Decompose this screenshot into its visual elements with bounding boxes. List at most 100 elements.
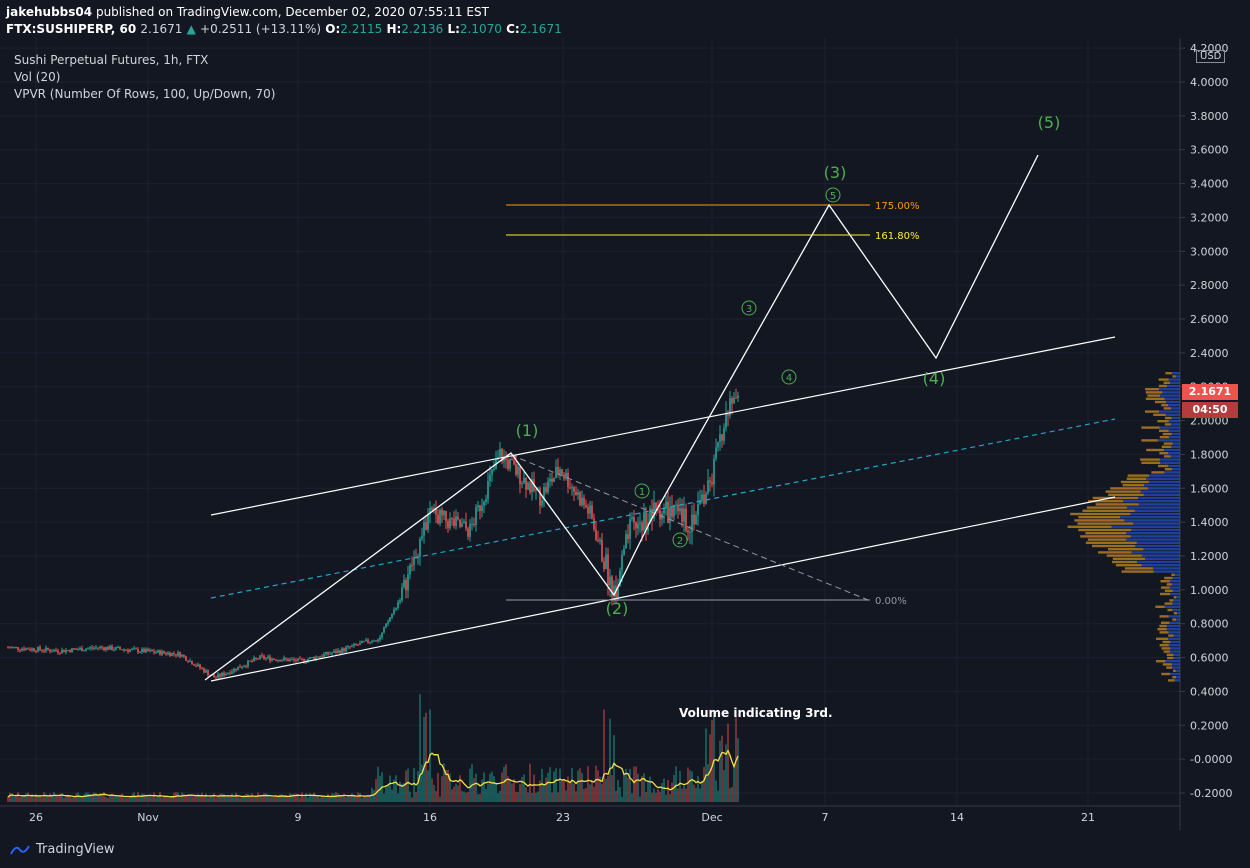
candle-body [269,656,271,661]
candle-body [341,648,343,654]
current-price-badge: 2.1671 [1182,384,1238,400]
channel-lower-line[interactable] [210,496,1116,682]
candle-body [361,640,363,643]
volume-bar [535,792,537,802]
vpvr-up-bar [1168,378,1180,381]
candle-body [485,499,487,502]
subwave-label-4: 4 [781,369,797,385]
legend-volume[interactable]: Vol (20) [14,70,61,84]
vpvr-up-bar [1144,484,1180,487]
candle-body [161,651,163,655]
volume-bar [103,792,105,802]
vpvr-down-bar [1169,599,1174,602]
volume-bar [325,797,327,802]
volume-bar [91,795,93,802]
volume-bar [485,788,487,802]
volume-bar [271,797,273,802]
candle-body [143,648,145,653]
candle-body [541,500,543,506]
vpvr-up-bar [1164,471,1180,474]
vpvr-up-bar [1126,532,1180,535]
candle-body [565,472,567,479]
volume-bar [53,792,55,802]
candle-body [325,651,327,655]
candle-body [731,398,733,404]
tradingview-logo[interactable]: TradingView [10,842,115,857]
volume-bar [443,763,445,802]
fib-175-label: 175.00% [875,201,920,212]
volume-bar [525,787,527,802]
candle-body [635,522,637,529]
candle-body [369,641,371,643]
vpvr-up-bar [1170,455,1180,458]
vpvr-down-bar [1092,496,1138,500]
vpvr-down-bar [1159,644,1169,647]
candle-body [373,640,375,642]
candle-body [463,521,465,524]
candle-body [127,650,129,652]
candle-body [317,656,319,658]
candle-body [101,646,103,648]
candle-body [295,660,297,662]
volume-bar [499,790,501,802]
vpvr-down-bar [1124,567,1154,570]
candle-body [259,655,261,660]
time-axis[interactable]: 26 Nov 9 16 23 Dec 7 14 21 [29,811,1095,824]
volume-bar [45,794,47,802]
candle-body [627,534,629,539]
vpvr-down-bar [1173,669,1176,672]
vpvr-up-bar [1131,551,1180,554]
ohlc-bar: FTX:SUSHIPERP, 60 2.1671 ▲ +0.2511 (+13.… [6,22,562,36]
volume-bar [495,782,497,802]
candle-body [63,649,65,653]
candle-body [695,515,697,525]
candle-body [187,660,189,662]
fib-trend-line[interactable] [510,454,869,601]
price-axis[interactable]: 4.2000 4.0000 3.8000 3.6000 3.4000 3.2000 3.00… [1180,42,1232,800]
legend-vpvr[interactable]: VPVR (Number Of Rows, 100, Up/Down, 70) [14,87,276,101]
volume-bar [331,793,333,802]
volume-bar [669,793,671,802]
candle-body [693,514,695,525]
volume-bar [335,792,337,802]
volume-bar [135,796,137,802]
vpvr-up-bar [1171,416,1180,420]
candle-body [107,647,109,650]
candle-body [149,649,151,652]
currency-label[interactable]: USD [1196,50,1226,63]
price-tick-label: -0.2000 [1190,787,1232,800]
candle-body [347,646,349,648]
vpvr-up-bar [1176,676,1180,679]
vpvr-down-bar [1161,647,1171,650]
volume-bar [575,791,577,802]
legend-title[interactable]: Sushi Perpetual Futures, 1h, FTX [14,53,209,67]
vpvr-up-bar [1172,602,1180,605]
volume-bar [71,797,73,802]
candle-body [241,667,243,669]
vpvr-up-bar [1173,656,1180,660]
symbol-label[interactable]: FTX:SUSHIPERP, 60 [6,22,137,36]
vpvr-down-bar [1088,500,1124,503]
publisher-name[interactable]: jakehubbs04 [6,5,93,19]
elliott-wave-path[interactable] [204,154,1039,681]
candle-body [255,657,257,659]
vpvr-up-bar [1148,474,1180,477]
close-value: 2.1671 [519,22,562,36]
candle-body [345,647,347,652]
volume-bar [279,794,281,802]
volume-bar [729,788,731,802]
volume-bar [265,793,267,802]
channel-upper-line[interactable] [210,336,1116,516]
candle-body [313,657,315,660]
vpvr-up-bar [1171,663,1180,666]
vpvr-up-bar [1141,554,1180,557]
volume-bar [625,768,627,802]
volume-bar [543,785,545,802]
candle-body [547,481,549,492]
candle-body [399,600,401,603]
channel-mid-line[interactable] [210,418,1116,599]
volume-bar [111,793,113,802]
candle-body [575,491,577,495]
volume-bar [309,793,311,802]
